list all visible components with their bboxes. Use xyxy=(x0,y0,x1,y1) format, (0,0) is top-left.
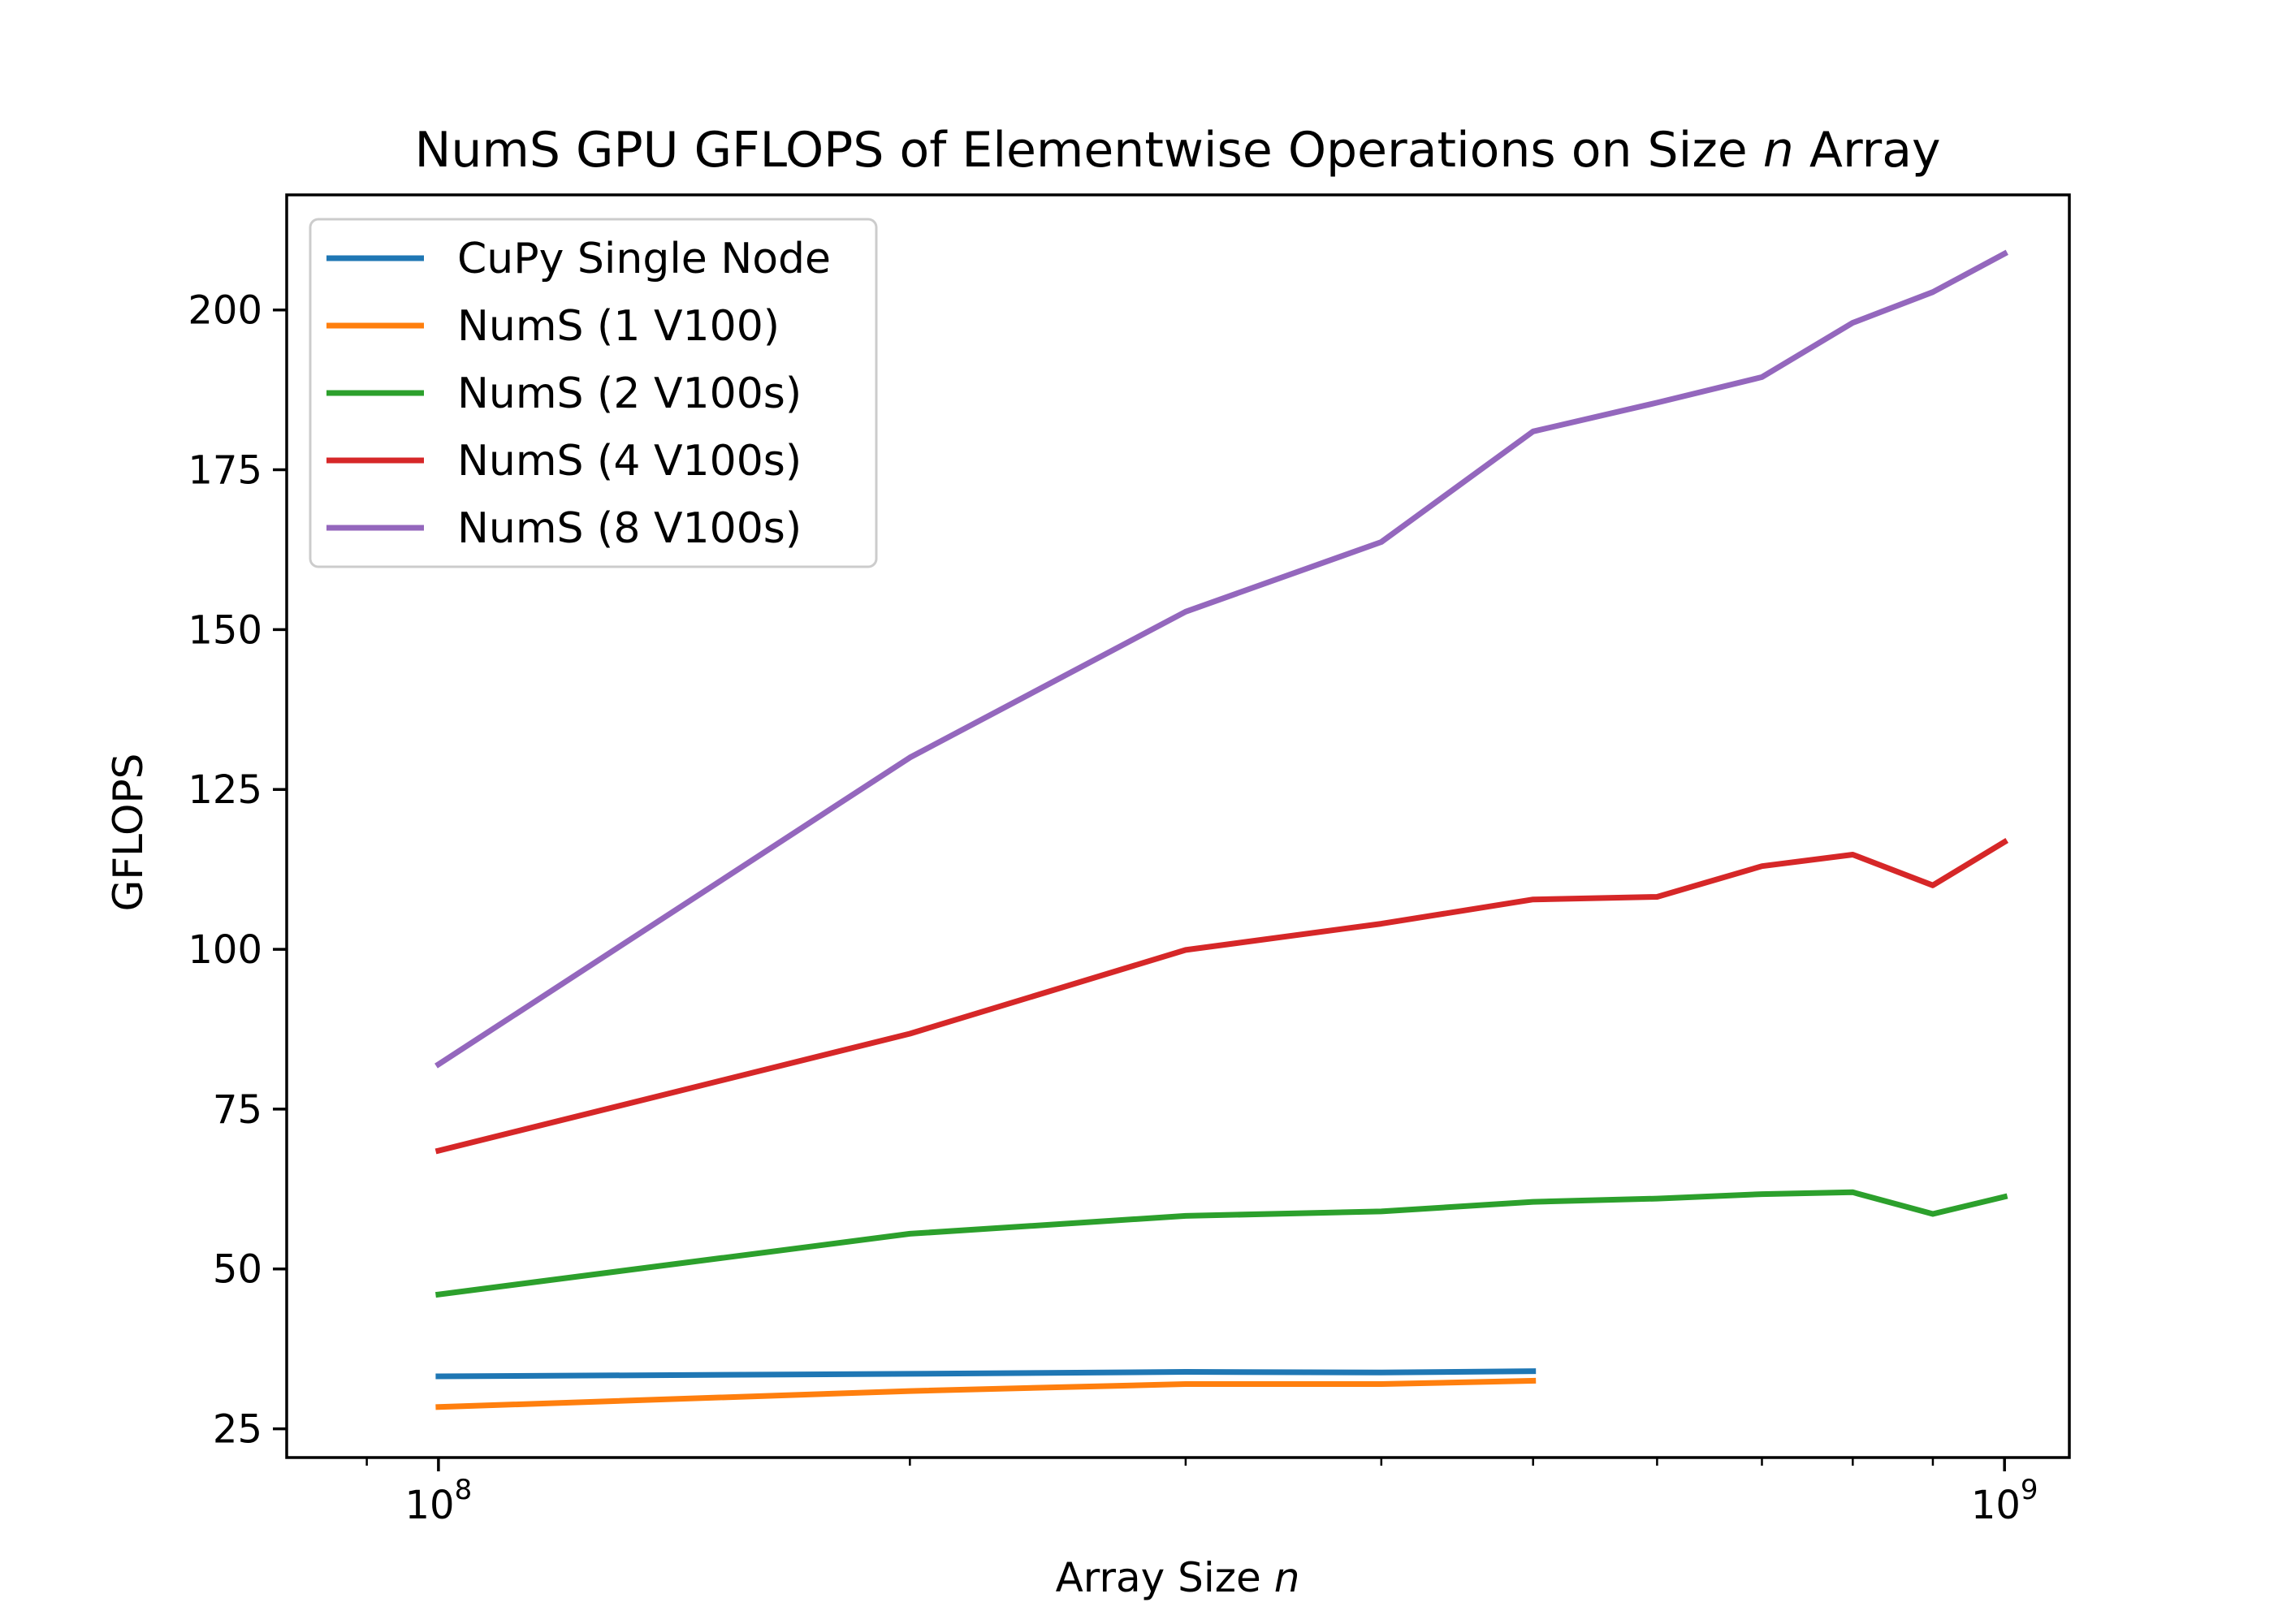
legend-label-nums-8-v100s: NumS (8 V100s) xyxy=(457,504,802,553)
x-axis-label: Array Size n xyxy=(1056,1554,1300,1601)
y-tick-label: 150 xyxy=(188,607,262,653)
series-line-cupy-single-node xyxy=(435,1368,1537,1380)
y-tick-label: 175 xyxy=(188,448,262,494)
legend-items: CuPy Single Node NumS (1 V100) NumS (2 V10… xyxy=(326,235,831,553)
x-tick-label: 109 xyxy=(1971,1474,2038,1528)
x-axis-ticks: 108 109 xyxy=(365,1458,2038,1528)
series-line-nums-1-v100 xyxy=(435,1377,1537,1410)
y-tick-label: 200 xyxy=(188,288,262,334)
y-axis-ticks: 25 50 75 100 125 150 175 200 xyxy=(188,288,287,1453)
legend-label-nums-1-v100: NumS (1 V100) xyxy=(457,302,780,351)
series-layer xyxy=(434,249,2009,1410)
legend-box xyxy=(309,218,878,568)
y-axis-label: GFLOPS xyxy=(105,754,152,912)
y-tick-label: 125 xyxy=(188,767,262,813)
series-line-nums-8-v100s xyxy=(434,249,2008,1069)
legend-label-nums-2-v100s: NumS (2 V100s) xyxy=(457,369,802,418)
legend-label-nums-4-v100s: NumS (4 V100s) xyxy=(457,437,802,486)
x-tick-label: 108 xyxy=(405,1474,473,1528)
series-line-nums-4-v100s xyxy=(434,837,2009,1155)
y-tick-label: 50 xyxy=(213,1247,262,1293)
legend: CuPy Single Node NumS (1 V100) NumS (2 V10… xyxy=(309,218,878,568)
y-tick-label: 100 xyxy=(188,927,262,973)
y-tick-label: 75 xyxy=(213,1087,262,1133)
y-tick-label: 25 xyxy=(213,1407,262,1453)
series-line-nums-2-v100s xyxy=(434,1189,2008,1298)
plot-frame xyxy=(285,193,2071,1459)
chart-title: NumS GPU GFLOPS of Elementwise Operation… xyxy=(414,122,1940,179)
legend-label-cupy-single-node: CuPy Single Node xyxy=(457,235,831,283)
